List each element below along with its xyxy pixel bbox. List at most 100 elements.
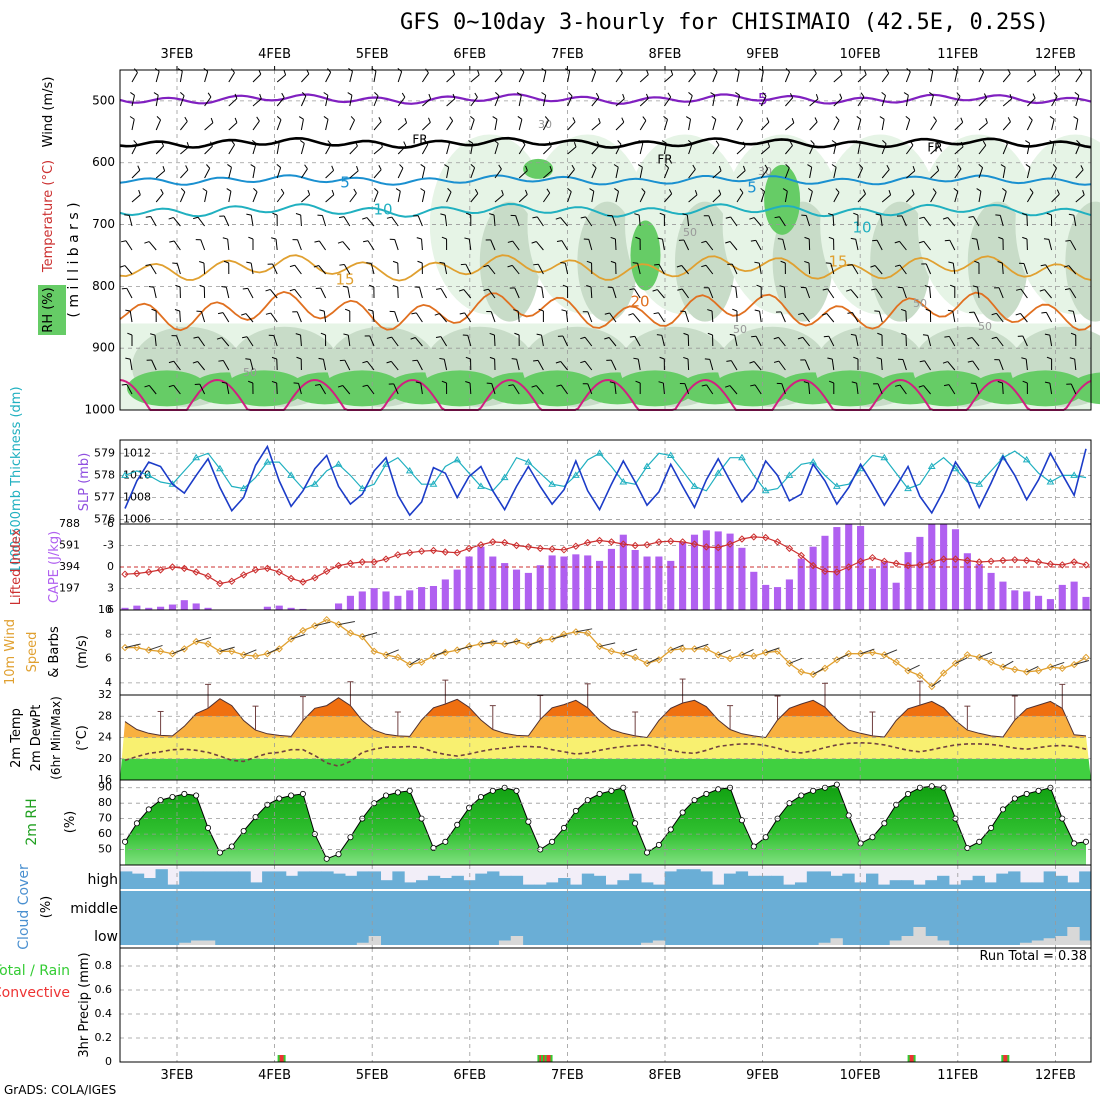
cape-bar bbox=[880, 561, 888, 610]
precip-tick: 0.8 bbox=[95, 959, 113, 972]
wind-barb bbox=[203, 262, 206, 275]
wind-barb-flag bbox=[1049, 116, 1055, 120]
wind-barb bbox=[1002, 191, 1007, 203]
wind-speed-marker bbox=[987, 658, 995, 666]
wind-barb-flag bbox=[895, 384, 901, 387]
wind-barb bbox=[954, 168, 962, 179]
lifted-marker bbox=[1022, 556, 1031, 565]
rh2m-marker bbox=[750, 843, 757, 850]
wind-barb bbox=[1069, 288, 1077, 299]
rh-high-patch bbox=[907, 370, 988, 407]
cloud-high-bar bbox=[629, 873, 642, 889]
wind-barb-flag bbox=[614, 188, 619, 192]
wind-barb bbox=[857, 167, 864, 179]
wind-barb-flag bbox=[828, 380, 834, 384]
lifted-marker bbox=[358, 558, 366, 566]
wind-barb-flag bbox=[911, 189, 915, 195]
thickness-marker bbox=[310, 480, 319, 487]
isotherm-freezing bbox=[119, 136, 1092, 149]
precip-tick: 0.6 bbox=[95, 983, 113, 996]
wind-barb bbox=[809, 73, 817, 83]
wind-barb bbox=[1070, 383, 1077, 395]
wind-barb-flag bbox=[856, 116, 862, 120]
rh2m-marker bbox=[193, 792, 200, 799]
lifted-marker bbox=[928, 558, 936, 566]
wind-barb bbox=[321, 215, 327, 227]
wind-barb bbox=[228, 191, 232, 203]
wind-barb-flag bbox=[468, 140, 473, 144]
wind-barb-flag bbox=[735, 92, 740, 96]
cape-bar bbox=[501, 563, 509, 610]
cape-bar bbox=[655, 556, 663, 610]
lifted-marker bbox=[334, 561, 343, 570]
wind-barb bbox=[197, 216, 205, 227]
wind-barb-flag bbox=[571, 164, 575, 170]
lifted-marker bbox=[714, 543, 722, 552]
contour-label: 15 bbox=[828, 253, 847, 271]
wind-barb bbox=[276, 119, 282, 131]
rh2m-marker bbox=[905, 790, 912, 797]
wind-barb bbox=[785, 97, 794, 107]
wind-barb bbox=[439, 313, 447, 323]
wind-barb bbox=[464, 312, 472, 323]
wind-axis-label-2: Speed bbox=[25, 632, 40, 673]
wind-barb-flag bbox=[483, 264, 489, 268]
wind-barb bbox=[753, 361, 762, 371]
pressure-units-label: ( m i l l i b a r s ) bbox=[66, 202, 82, 317]
wind-barb-flag bbox=[933, 116, 937, 122]
wind-barb bbox=[541, 335, 544, 347]
cloud-high-bar bbox=[250, 882, 263, 889]
wind-barb bbox=[905, 71, 911, 83]
wind-barb bbox=[494, 168, 502, 179]
lifted-marker bbox=[1082, 561, 1090, 569]
wind-barb bbox=[153, 287, 157, 299]
temp-band bbox=[120, 716, 1091, 738]
wind-barb-flag bbox=[441, 380, 447, 384]
wind-barb-10m bbox=[623, 648, 638, 655]
wind-barb-flag bbox=[283, 70, 287, 76]
wind-barb bbox=[1049, 335, 1053, 347]
wind-barb-flag bbox=[742, 141, 746, 147]
wind-barb bbox=[711, 310, 714, 323]
wind-barb-flag bbox=[967, 360, 973, 363]
wind-barb bbox=[294, 264, 302, 275]
cloud-high-bar bbox=[380, 880, 393, 889]
wind-barb bbox=[1002, 382, 1004, 395]
wind-barb-flag bbox=[366, 262, 372, 264]
wind-barb bbox=[252, 98, 262, 107]
wind-barb-flag bbox=[1033, 69, 1037, 76]
wind-barb bbox=[349, 71, 353, 83]
wind-barb-flag bbox=[710, 92, 716, 96]
wind-barb-flag bbox=[342, 285, 348, 288]
cloud-high-bar bbox=[297, 871, 310, 889]
lifted-marker bbox=[797, 551, 805, 560]
wind-barb-flag bbox=[272, 212, 278, 216]
cloud-high-bar bbox=[759, 875, 772, 889]
cape-bar bbox=[358, 591, 366, 610]
wind-barb bbox=[511, 265, 520, 275]
wind-barb-10m bbox=[1002, 660, 1014, 668]
wind-barb bbox=[833, 143, 837, 155]
wind-barb bbox=[470, 96, 478, 107]
wind-barb bbox=[681, 265, 689, 275]
wind-barb bbox=[567, 121, 576, 131]
wind-barb bbox=[470, 74, 480, 83]
rh2m-marker bbox=[644, 849, 651, 856]
wind-barb bbox=[736, 95, 741, 107]
slp-line bbox=[124, 444, 1087, 517]
wind-barb bbox=[878, 311, 883, 323]
wind-barb-flag bbox=[1068, 213, 1074, 216]
wind-barb-flag bbox=[762, 92, 767, 97]
thickness-marker bbox=[785, 471, 794, 478]
wind-barb-flag bbox=[725, 216, 731, 219]
wind-barb bbox=[1002, 73, 1011, 83]
x-tick-bottom: 11FEB bbox=[937, 1068, 978, 1083]
wind-barb-flag bbox=[298, 116, 304, 120]
wind-barb-flag bbox=[234, 117, 238, 123]
rh2m-area bbox=[125, 784, 1086, 865]
rh2m-marker bbox=[205, 824, 212, 831]
wind-barb-flag bbox=[1070, 332, 1076, 336]
wind-barb bbox=[562, 335, 569, 347]
wind-barb bbox=[784, 167, 790, 179]
lifted-marker bbox=[595, 536, 604, 545]
